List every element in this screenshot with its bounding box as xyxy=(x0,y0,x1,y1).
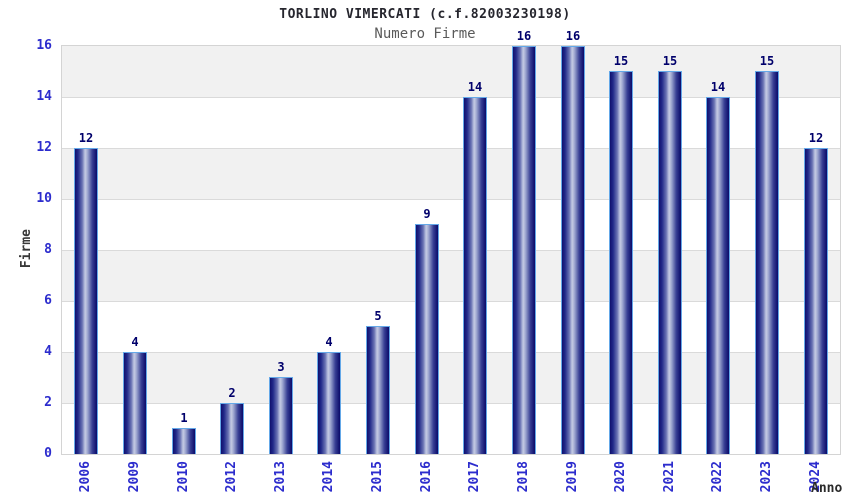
value-label-2014: 4 xyxy=(325,335,333,349)
bar-2015 xyxy=(366,326,390,454)
y-tick-6: 6 xyxy=(44,293,52,308)
x-tick-2012: 2012 xyxy=(224,461,239,493)
value-label-2018: 16 xyxy=(516,29,532,43)
y-tick-12: 12 xyxy=(36,140,52,155)
value-label-2021: 15 xyxy=(662,54,678,68)
chart-subtitle: Numero Firme xyxy=(374,26,476,42)
bar-2009 xyxy=(123,352,147,454)
x-tick-2021: 2021 xyxy=(662,461,677,493)
x-tick-2020: 2020 xyxy=(613,461,628,493)
gridline-y10 xyxy=(62,199,840,200)
value-label-2016: 9 xyxy=(423,207,431,221)
value-label-2023: 15 xyxy=(759,54,775,68)
x-tick-2016: 2016 xyxy=(419,461,434,493)
bar-2021 xyxy=(658,71,682,454)
bar-2022 xyxy=(706,97,730,454)
x-tick-2006: 2006 xyxy=(78,461,93,493)
value-label-2022: 14 xyxy=(710,80,726,94)
gridline-y14 xyxy=(62,97,840,98)
gridline-y8 xyxy=(62,250,840,251)
gridline-y6 xyxy=(62,301,840,302)
x-tick-2013: 2013 xyxy=(273,461,288,493)
x-tick-2010: 2010 xyxy=(176,461,191,493)
x-axis-label: Anno xyxy=(811,481,843,496)
x-tick-2015: 2015 xyxy=(370,461,385,493)
value-label-2012: 2 xyxy=(228,386,236,400)
y-tick-10: 10 xyxy=(36,191,52,206)
y-tick-16: 16 xyxy=(36,38,52,53)
gridline-y2 xyxy=(62,403,840,404)
gridline-y12 xyxy=(62,148,840,149)
bar-2012 xyxy=(220,403,244,454)
bar-2014 xyxy=(317,352,341,454)
x-tick-2018: 2018 xyxy=(516,461,531,493)
chart-title: TORLINO VIMERCATI (c.f.82003230198) xyxy=(279,7,571,22)
y-tick-2: 2 xyxy=(44,395,52,410)
bar-2023 xyxy=(755,71,779,454)
value-label-2024: 12 xyxy=(808,131,824,145)
x-tick-2019: 2019 xyxy=(565,461,580,493)
x-tick-2022: 2022 xyxy=(710,461,725,493)
value-label-2006: 12 xyxy=(78,131,94,145)
y-tick-8: 8 xyxy=(44,242,52,257)
value-label-2017: 14 xyxy=(467,80,483,94)
x-tick-2009: 2009 xyxy=(127,461,142,493)
value-label-2013: 3 xyxy=(277,360,285,374)
plot-area: 12 4 1 2 3 4 5 9 14 16 16 15 15 14 15 12 xyxy=(61,29,841,455)
bar-2018 xyxy=(512,46,536,454)
value-label-2010: 1 xyxy=(180,411,188,425)
bar-2010 xyxy=(172,428,196,454)
y-tick-0: 0 xyxy=(44,446,52,461)
x-tick-2014: 2014 xyxy=(321,461,336,493)
value-label-2020: 15 xyxy=(613,54,629,68)
bar-2019 xyxy=(561,46,585,454)
value-label-2009: 4 xyxy=(131,335,139,349)
bar-2016 xyxy=(415,224,439,454)
bar-2024 xyxy=(804,148,828,454)
bar-2020 xyxy=(609,71,633,454)
x-tick-2017: 2017 xyxy=(467,461,482,493)
bar-2013 xyxy=(269,377,293,454)
bar-2017 xyxy=(463,97,487,454)
bar-2006 xyxy=(74,148,98,454)
value-label-2015: 5 xyxy=(374,309,382,323)
y-tick-4: 4 xyxy=(44,344,52,359)
x-tick-2023: 2023 xyxy=(759,461,774,493)
gridline-y4 xyxy=(62,352,840,353)
value-label-2019: 16 xyxy=(565,29,581,43)
y-tick-14: 14 xyxy=(36,89,52,104)
